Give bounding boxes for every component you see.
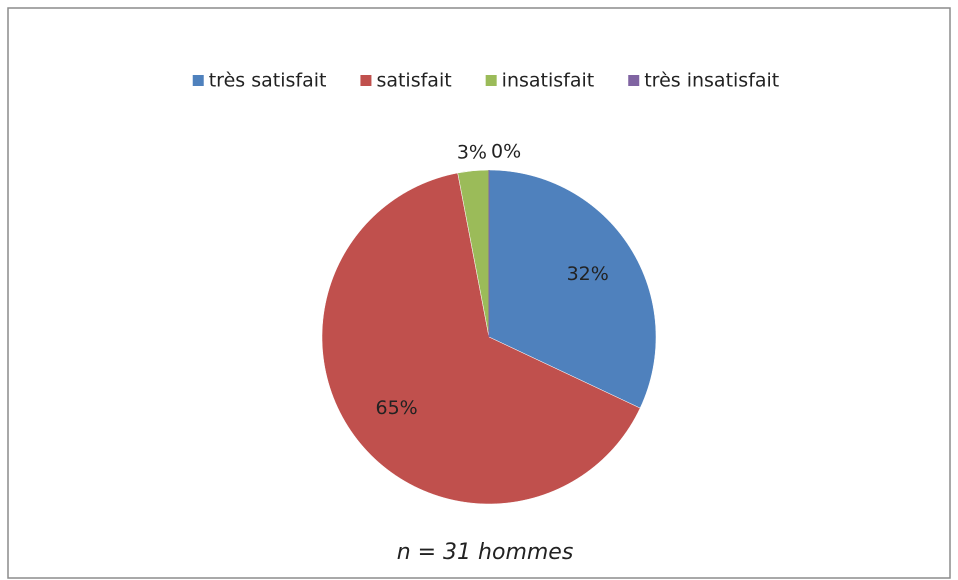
pie: 32% 65% 3% 0% bbox=[321, 141, 657, 505]
data-label: 3% bbox=[457, 141, 487, 163]
annotation: n = 31 hommes bbox=[397, 540, 574, 565]
legend-swatch bbox=[628, 75, 640, 86]
legend-swatch bbox=[485, 75, 497, 86]
legend-label: très insatisfait bbox=[644, 70, 779, 92]
legend-label: satisfait bbox=[376, 70, 451, 92]
legend-swatch bbox=[360, 75, 372, 86]
legend-label: très satisfait bbox=[209, 70, 327, 92]
data-label: 65% bbox=[376, 397, 418, 419]
data-label: 0% bbox=[491, 141, 521, 163]
data-label: 32% bbox=[567, 263, 609, 285]
pie-slice bbox=[488, 169, 657, 409]
legend-label: insatisfait bbox=[502, 70, 595, 92]
legend-swatch bbox=[192, 75, 204, 86]
pie-slice bbox=[321, 172, 641, 505]
legend: très satisfait satisfait insatisfait très i… bbox=[192, 70, 779, 92]
